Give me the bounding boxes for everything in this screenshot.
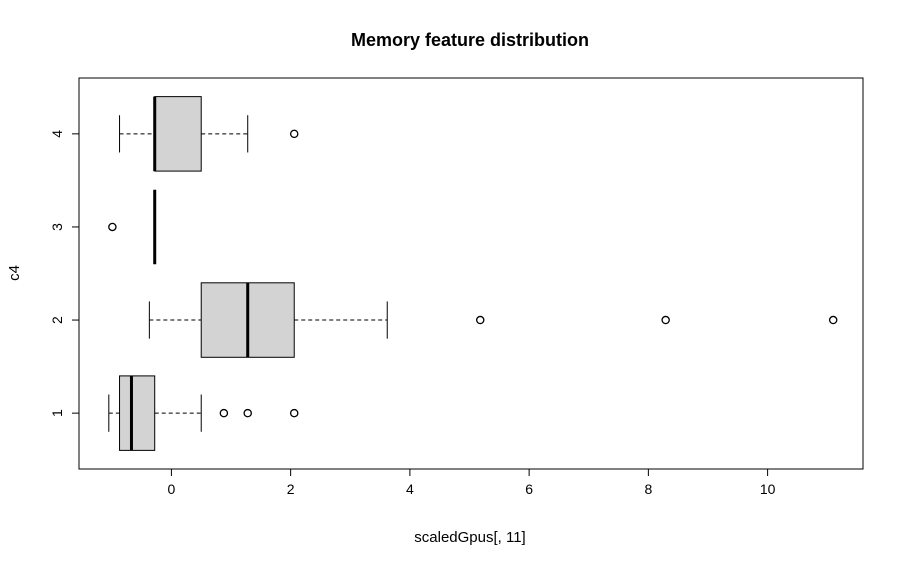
y-tick-label: 4	[49, 130, 65, 138]
box-group-3	[108, 189, 157, 265]
box-group-1	[108, 375, 299, 451]
x-axis: 0 2 4 6 8 10	[168, 468, 776, 497]
y-tick-label: 3	[49, 223, 65, 231]
y-tick-label: 1	[49, 409, 65, 417]
box	[154, 96, 202, 172]
outlier-point	[219, 408, 229, 418]
x-tick-label: 6	[525, 481, 533, 497]
outlier-point	[661, 315, 670, 325]
y-tick-label: 2	[49, 316, 65, 324]
x-tick-label: 4	[406, 481, 414, 497]
chart-title: Memory feature distribution	[351, 30, 589, 50]
y-axis: 1 2 3 4	[49, 130, 80, 417]
box	[119, 375, 156, 451]
outlier-point	[289, 129, 299, 139]
outlier-point	[243, 408, 252, 418]
x-tick-label: 0	[168, 481, 176, 497]
x-tick-label: 8	[644, 481, 652, 497]
x-axis-label: scaledGpus[, 11]	[414, 529, 525, 546]
outlier-point	[108, 222, 117, 232]
x-tick-label: 2	[287, 481, 295, 497]
x-tick-label: 10	[760, 481, 776, 497]
outlier-point	[475, 315, 485, 325]
outlier-point	[828, 315, 838, 325]
outlier-point	[289, 408, 299, 418]
box-group-4	[119, 96, 299, 172]
box-group-2	[148, 282, 838, 358]
box-groups	[108, 96, 838, 451]
y-axis-label: c4	[6, 265, 23, 281]
